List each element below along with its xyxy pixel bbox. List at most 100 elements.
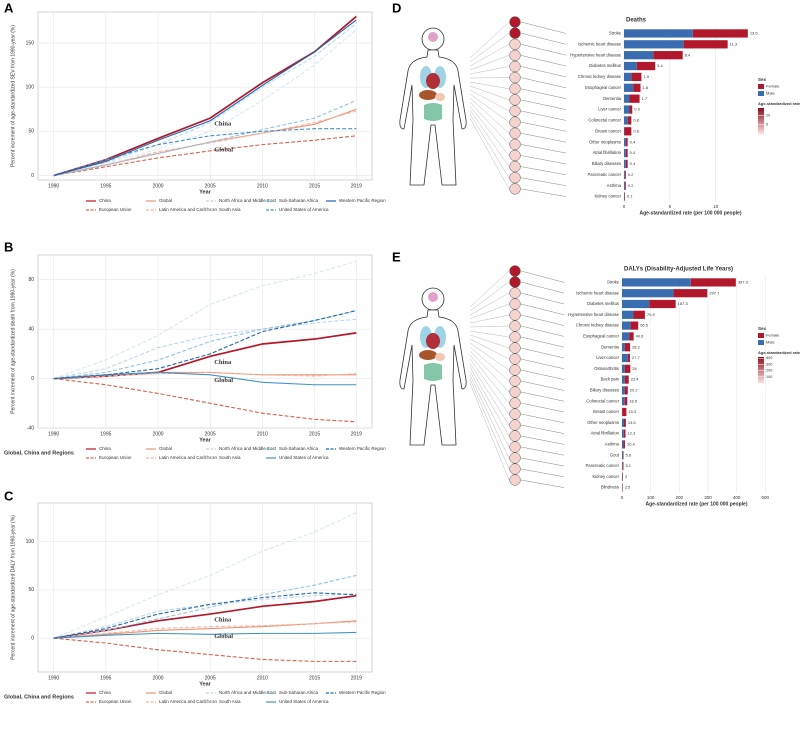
disease-icon (509, 353, 521, 365)
value-label-box (630, 355, 643, 361)
disease-icon (509, 149, 521, 162)
connector (520, 314, 565, 326)
category-label: Osteoarthritis (594, 366, 619, 371)
connector (469, 55, 510, 71)
bar-segment (622, 418, 625, 427)
x-tick-label: 2010 (257, 675, 268, 681)
connector (469, 338, 510, 360)
connector (469, 354, 510, 404)
category-label: Stroke (607, 280, 620, 285)
legend-label: North Africa and Middle East (219, 690, 277, 695)
bar-segment (622, 451, 624, 460)
x-tick-label: 2010 (257, 431, 268, 437)
connector (520, 166, 567, 176)
category-label: Kidney cancer (592, 474, 619, 479)
x-tick-label: 1995 (100, 431, 111, 437)
bar-segment (624, 94, 630, 103)
category-label: Atrial fibrillation (593, 150, 622, 155)
bar-segment (624, 159, 626, 169)
value-label-box (623, 474, 636, 480)
y-tick-label: 0 (31, 376, 34, 382)
colorbar-title: Age-standardized rate (758, 350, 800, 355)
connector (469, 342, 510, 371)
bar-segment (624, 138, 626, 147)
connector (469, 85, 510, 101)
x-tick-label: 2015 (309, 431, 320, 437)
bar-segment (624, 364, 631, 373)
bar-segment (629, 332, 634, 341)
value-label: 0.2 (628, 172, 634, 177)
value-label: 10.4 (627, 441, 636, 446)
bar-segment (627, 353, 630, 363)
x-tick-label: 2015 (309, 183, 320, 189)
value-label-box (633, 106, 646, 113)
legend-swatch (758, 340, 764, 345)
connector (520, 402, 565, 413)
connector (469, 21, 510, 59)
connector (520, 270, 565, 283)
bar-segment (622, 353, 628, 363)
value-label-box (624, 463, 637, 469)
x-axis-title: Year (199, 681, 211, 687)
y-axis-title: Percent increment of age-standardized DA… (10, 515, 16, 660)
connector (469, 33, 510, 63)
value-label: 11.3 (730, 41, 738, 46)
bar-segment (624, 170, 626, 179)
value-label-box (628, 161, 641, 167)
x-tick-label: 2019 (351, 675, 362, 681)
value-label: 15.3 (628, 409, 637, 414)
panel-label: A (4, 0, 14, 15)
bar-segment (624, 343, 631, 352)
value-label-box (626, 420, 639, 426)
disease-icon (509, 298, 521, 310)
value-label: 13.5 (628, 420, 637, 425)
category-label: Liver cancer (598, 107, 621, 112)
bar-segment (631, 72, 642, 82)
x-tick-label: 200 (676, 495, 684, 500)
connector (469, 109, 510, 167)
connector (520, 55, 567, 67)
value-label-box (642, 74, 655, 80)
legend-label: Female (766, 84, 780, 89)
annotation: Global (214, 633, 233, 640)
connector (520, 446, 565, 456)
category-label: Biliary diseases (592, 161, 621, 166)
bar-segment (622, 343, 625, 352)
disease-icon (509, 342, 521, 354)
x-tick-label: 100 (647, 495, 655, 500)
category-label: Other neoplasms (589, 139, 621, 144)
value-label: 3.4 (657, 63, 663, 68)
legend-label: European Union (99, 455, 132, 460)
disease-icon (509, 463, 521, 475)
value-label-box (625, 193, 638, 200)
value-label: 3 (625, 474, 628, 479)
series-line (53, 631, 357, 639)
value-label: 187.3 (678, 301, 689, 306)
x-axis-title: Age-standardized rate (per 100 000 peopl… (646, 501, 748, 507)
value-label: 0.4 (630, 161, 636, 166)
value-label-box (632, 128, 645, 135)
series-line (53, 592, 357, 639)
connector (520, 121, 567, 132)
connector (469, 370, 510, 448)
x-tick-label: 2019 (351, 183, 362, 189)
legend-swatch (758, 84, 764, 89)
category-label: Breast cancer (595, 128, 621, 133)
category-label: Ischemic heart disease (576, 290, 619, 295)
x-tick-label: 1990 (48, 431, 59, 437)
disease-icon (509, 27, 521, 39)
bar-segment (624, 51, 654, 60)
colorbar-tick-label: 200 (766, 369, 772, 373)
x-tick-label: 10 (713, 204, 719, 209)
category-label: Gout (610, 452, 620, 457)
value-label-box (627, 409, 640, 415)
series-line (53, 19, 357, 177)
colorbar-tick-label: 100 (766, 375, 772, 379)
bar-segment (649, 299, 676, 309)
connector (469, 81, 510, 89)
bar-segment (622, 289, 674, 298)
value-label-box (656, 63, 669, 69)
bar-segment (622, 321, 631, 330)
value-label: 0.8 (633, 118, 639, 123)
bar-segment (625, 148, 628, 158)
